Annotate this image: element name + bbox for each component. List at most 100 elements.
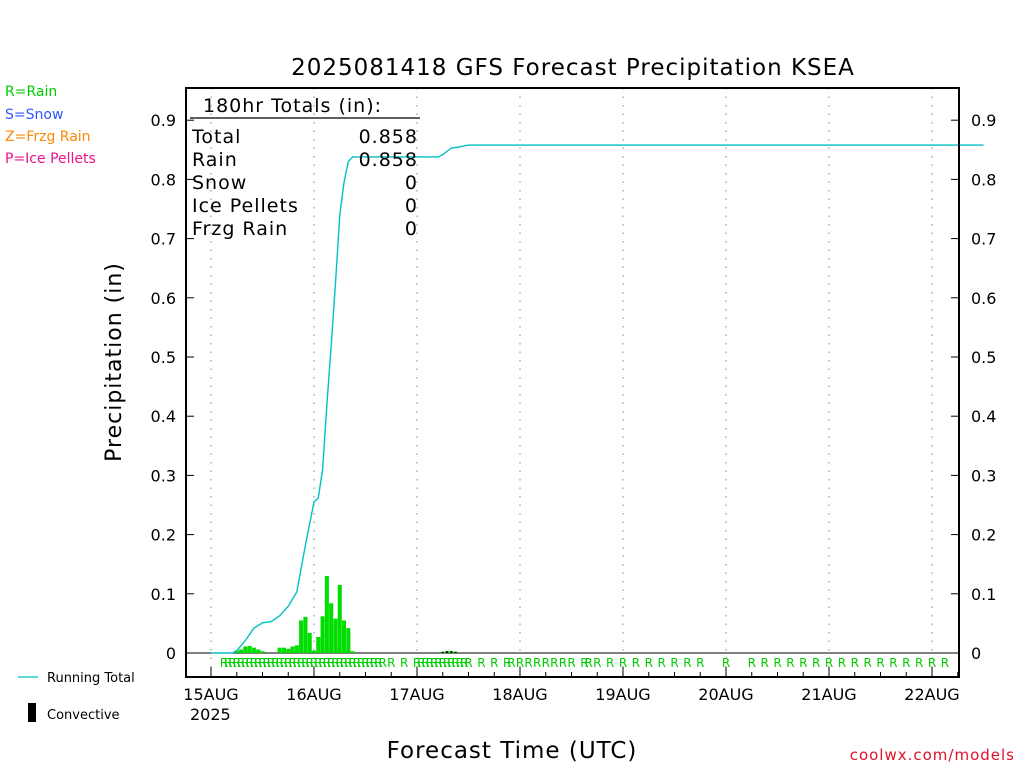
x-tick-label: 20AUG [698, 685, 753, 704]
rain-marker: R [340, 656, 348, 670]
y-tick-label-left: 0.8 [151, 170, 176, 189]
rain-marker: R [507, 656, 515, 670]
y-tick-label-right: 0.7 [971, 230, 996, 249]
rain-marker: R [314, 656, 322, 670]
rain-marker: R [928, 656, 936, 670]
rain-marker: R [902, 656, 910, 670]
y-tick-label-right: 0.1 [971, 585, 996, 604]
rain-marker: R [434, 656, 442, 670]
rain-marker: R [503, 656, 511, 670]
rain-marker: R [460, 656, 468, 670]
site-credit: coolwx.com/models [850, 746, 1015, 764]
rain-marker: R [632, 656, 640, 670]
rain-marker: R [310, 656, 318, 670]
totals-rows: Total 0.858 Rain 0.858 Snow 0 Ice Pellets 0 Frzg… [191, 126, 418, 240]
rain-marker: R [851, 656, 859, 670]
rain-marker: R [490, 656, 498, 670]
precip-bar [303, 616, 308, 653]
y-tick-label-left: 0.3 [151, 466, 176, 485]
y-tick-label-left: 0.7 [151, 230, 176, 249]
rain-marker: R [348, 656, 356, 670]
rain-marker: R [267, 656, 275, 670]
y-tick-label-right: 0.5 [971, 348, 996, 367]
rain-marker: R [825, 656, 833, 670]
y-tick-label-left: 0.4 [151, 407, 176, 426]
precip-bar [333, 618, 338, 653]
precip-bar [260, 651, 265, 653]
rain-marker: R [683, 656, 691, 670]
rain-marker: R [288, 656, 296, 670]
y-tick-label-left: 0.1 [151, 585, 176, 604]
rain-marker: R [413, 656, 421, 670]
x-tick-label: 18AUG [492, 685, 547, 704]
precip-bar [243, 646, 248, 653]
bottom-legend: Running Total Convective [18, 671, 135, 723]
rain-marker: R [263, 656, 271, 670]
totals-row-name: Snow [192, 172, 247, 194]
rain-marker: R [417, 656, 425, 670]
rain-marker: R [374, 656, 382, 670]
rain-marker: R [524, 656, 532, 670]
x-tick-label: 15AUG [183, 685, 238, 704]
rain-marker: R [421, 656, 429, 670]
rain-marker: R [876, 656, 884, 670]
rain-marker: R [323, 656, 331, 670]
rain-marker: R [306, 656, 314, 670]
rain-marker: R [443, 656, 451, 670]
rain-marker: R [580, 656, 588, 670]
rain-marker: R [293, 656, 301, 670]
rain-marker: R [301, 656, 309, 670]
rain-marker: R [344, 656, 352, 670]
totals-row-name: Rain [192, 149, 238, 171]
rain-marker: R [593, 656, 601, 670]
y-tick-label-right: 0.6 [971, 289, 996, 308]
rain-marker: R [760, 656, 768, 670]
rain-marker: R [318, 656, 326, 670]
running-total-line [211, 144, 984, 654]
rain-marker: R [245, 656, 253, 670]
rain-marker: R [357, 656, 365, 670]
totals-row-name: Ice Pellets [192, 195, 299, 217]
rain-marker: R [447, 656, 455, 670]
precip-bar [342, 620, 347, 653]
precip-bar [239, 649, 244, 653]
x-tick-label: 16AUG [286, 685, 341, 704]
rain-marker: R [284, 656, 292, 670]
rain-marker: R [645, 656, 653, 670]
precip-bar [247, 645, 252, 653]
running-total-label: Running Total [47, 671, 135, 686]
precip-bar [281, 647, 286, 653]
rain-marker: R [378, 656, 386, 670]
precip-bar [316, 637, 321, 653]
rain-marker: R [370, 656, 378, 670]
rain-marker: R [439, 656, 447, 670]
rain-marker: R [670, 656, 678, 670]
rain-marker: R [366, 656, 374, 670]
convective-label: Convective [47, 708, 120, 723]
rain-marker: R [657, 656, 665, 670]
rain-marker: R [361, 656, 369, 670]
rain-marker: R [786, 656, 794, 670]
plot-area: 0 00.1 0.10.2 0.20.3 0.30.4 0.40.5 0.50.6 0.60.… [151, 88, 996, 704]
rain-marker: R [254, 656, 262, 670]
rain-marker: R [567, 656, 575, 670]
rain-marker: R [331, 656, 339, 670]
rain-marker: R [426, 656, 434, 670]
precip-bar [290, 646, 295, 653]
totals-row-value: 0.858 [359, 149, 418, 171]
totals-header: 180hr Totals (in): [203, 95, 382, 117]
y-tick-label-left: 0.6 [151, 289, 176, 308]
rain-marker: R [773, 656, 781, 670]
precip-bar [286, 648, 291, 653]
rain-marker: R [559, 656, 567, 670]
precip-bar [256, 649, 261, 653]
chart-title: 2025081418 GFS Forecast Precipitation KS… [291, 55, 855, 81]
totals-row-value: 0.858 [359, 126, 418, 148]
rain-marker: R [250, 656, 258, 670]
rain-marker: R [451, 656, 459, 670]
y-tick-label-left: 0.2 [151, 526, 176, 545]
y-axis-label: Precipitation (in) [102, 262, 127, 462]
rain-marker: R [799, 656, 807, 670]
legend-rain: R=Rain [5, 84, 57, 100]
